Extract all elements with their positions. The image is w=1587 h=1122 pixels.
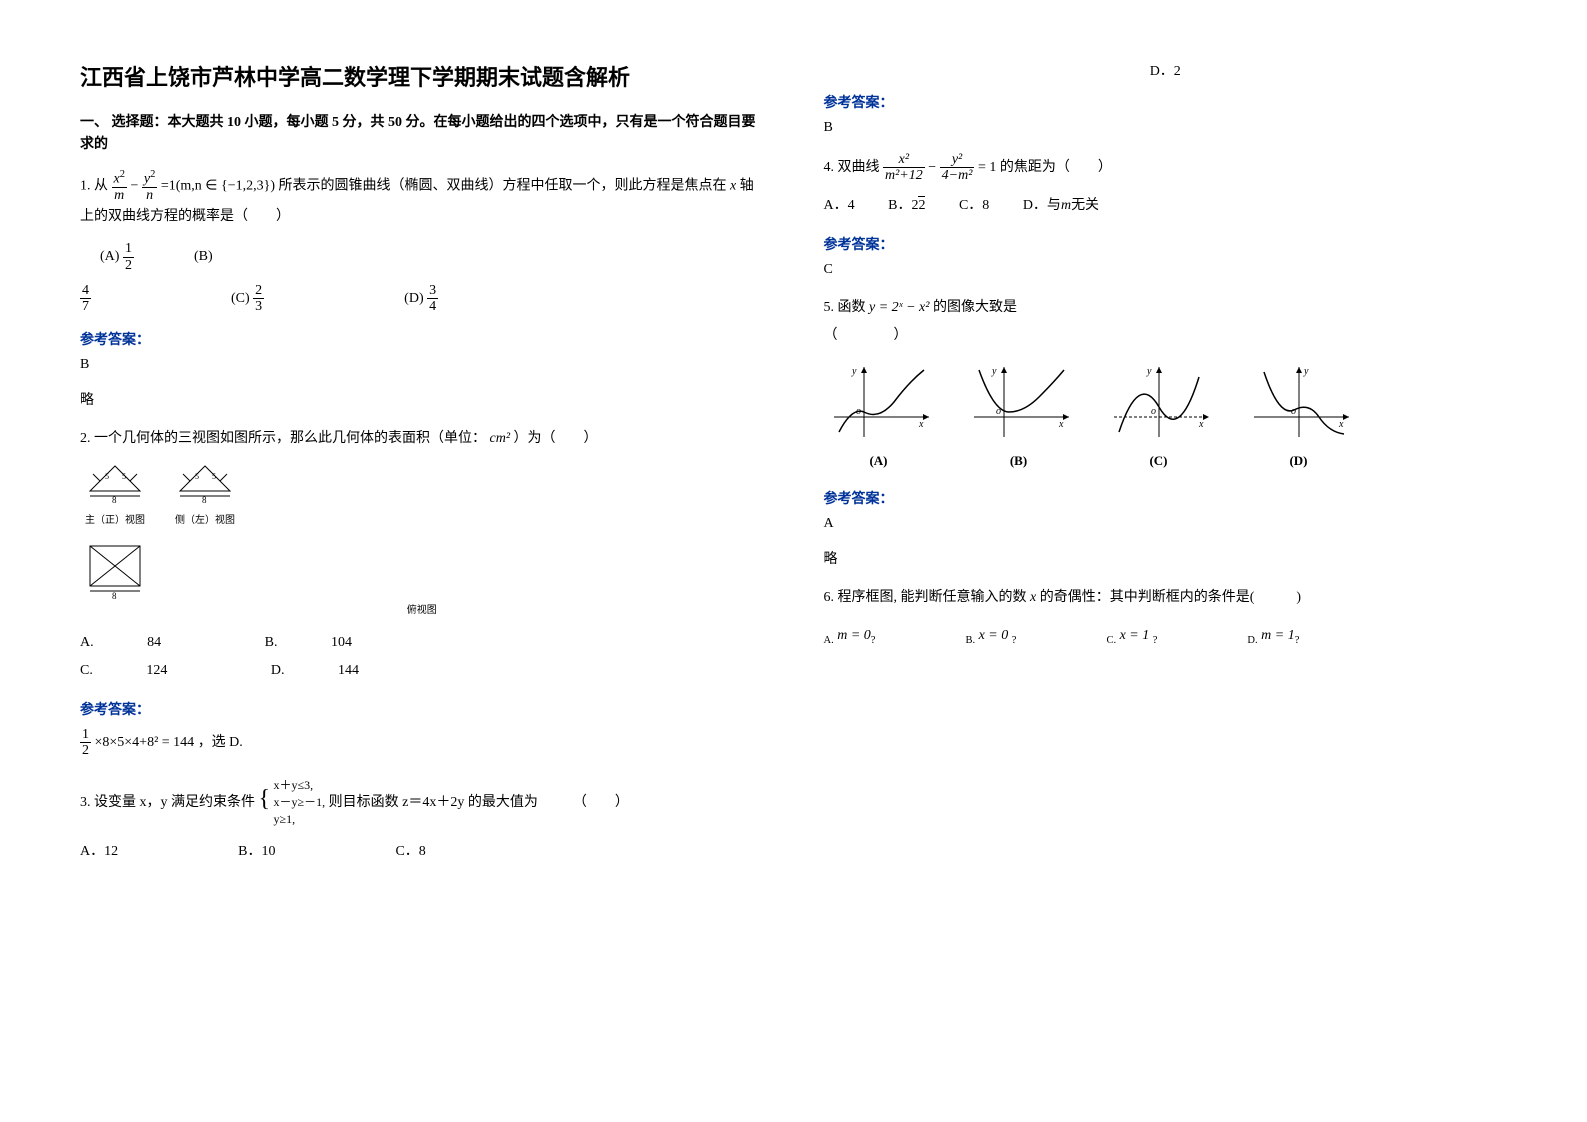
q2-options-2: C. 124 D. 144 — [80, 657, 764, 685]
svg-text:5: 5 — [105, 472, 109, 481]
svg-text:o: o — [856, 406, 861, 417]
question-5: 5. 函数 y = 2ˣ − x² 的图像大致是 （ ） o x y (A) — [824, 294, 1508, 474]
q4-answer: C — [824, 262, 1508, 278]
svg-text:8: 8 — [112, 495, 117, 505]
svg-text:y: y — [1146, 366, 1152, 377]
q1-answer: B — [80, 357, 764, 373]
front-view: 5 5 8 主（正）视图 — [80, 461, 150, 531]
q5-graphs: o x y (A) o x y (B) — [824, 362, 1508, 474]
svg-text:y: y — [991, 366, 997, 377]
q4-prefix: 4. 双曲线 — [824, 160, 880, 175]
answer-label-3: 参考答案： — [824, 92, 1508, 112]
svg-text:y: y — [851, 366, 857, 377]
q5-tail: 的图像大致是 — [933, 300, 1017, 315]
svg-text:o: o — [996, 406, 1001, 417]
q6-prefix: 6. 程序框图, 能判断任意输入的数 — [824, 590, 1027, 605]
svg-text:8: 8 — [202, 495, 207, 505]
q5-prefix: 5. 函数 — [824, 300, 866, 315]
q1-options-row2: 47 (C) 23 (D) 34 — [80, 283, 764, 315]
svg-text:5: 5 — [212, 472, 216, 481]
q4-options: A．4 B．22 C．8 D．与m无关 — [824, 192, 1508, 220]
right-column: D．2 参考答案： B 4. 双曲线 x² m²+12 − y² 4−m² = … — [824, 60, 1508, 1062]
q3-conditions: x＋y≤3, x－y≥－1, y≥1, — [274, 777, 326, 827]
q1-axis: x — [730, 178, 736, 193]
svg-text:5: 5 — [195, 472, 199, 481]
side-view-svg: 5 5 8 — [170, 461, 240, 511]
question-4: 4. 双曲线 x² m²+12 − y² 4−m² = 1 的焦距为（ ） A．… — [824, 152, 1508, 220]
q4-frac2: y² 4−m² — [940, 152, 975, 184]
page-title: 江西省上饶市芦林中学高二数学理下学期期末试题含解析 — [80, 60, 764, 92]
answer-label: 参考答案： — [80, 329, 764, 349]
q1-answer2: 略 — [80, 389, 764, 409]
svg-text:5: 5 — [122, 472, 126, 481]
q3-options: A．12 B．10 C．8 — [80, 838, 764, 866]
q2-text2: ）为（ ） — [514, 431, 598, 446]
q5-answer: A — [824, 516, 1508, 532]
graph-d: o x y (D) — [1244, 362, 1354, 474]
q6-mid: 的奇偶性：其中判断框内的条件是( ) — [1040, 590, 1301, 605]
front-view-svg: 5 5 8 — [80, 461, 150, 511]
q4-frac1: x² m²+12 — [883, 152, 925, 184]
q3-prefix: 3. 设变量 x，y 满足约束条件 — [80, 795, 255, 810]
q2-answer: 12 ×8×5×4+8² = 144 ，选 D. — [80, 727, 764, 759]
svg-text:x: x — [1338, 419, 1344, 430]
q6-x: x — [1030, 590, 1036, 605]
q2-text: 2. 一个几何体的三视图如图所示，那么此几何体的表面积（单位： — [80, 431, 486, 446]
section-heading: 一、 选择题：本大题共 10 小题，每小题 5 分，共 50 分。在每小题给出的… — [80, 112, 764, 157]
svg-text:x: x — [918, 419, 924, 430]
answer-label-5: 参考答案： — [824, 488, 1508, 508]
q4-tail: 的焦距为（ ） — [1000, 160, 1112, 175]
q3-optD: D．2 — [824, 60, 1508, 80]
brace-icon: { — [259, 786, 271, 812]
q3-tail: 则目标函数 z＝4x＋2y 的最大值为 （ ） — [329, 795, 629, 810]
q1-prefix: 1. 从 — [80, 178, 108, 193]
question-1: 1. 从 x2 m − y2 n =1(m,n ∈ {−1,2,3}) 所表示的… — [80, 169, 764, 315]
q1-rhs: =1(m,n ∈ {−1,2,3}) — [161, 178, 275, 193]
q1-options: (A) 12 (B) — [100, 241, 764, 273]
top-view: 8 俯视图 — [80, 541, 764, 621]
question-6: 6. 程序框图, 能判断任意输入的数 x 的奇偶性：其中判断框内的条件是( ) … — [824, 584, 1508, 651]
left-column: 江西省上饶市芦林中学高二数学理下学期期末试题含解析 一、 选择题：本大题共 10… — [80, 60, 764, 1062]
top-view-svg: 8 — [80, 541, 150, 601]
answer-label-2: 参考答案： — [80, 699, 764, 719]
svg-text:y: y — [1303, 366, 1309, 377]
svg-text:x: x — [1198, 419, 1204, 430]
q5-paren: （ ） — [824, 328, 908, 343]
q1-frac1: x2 m — [112, 169, 127, 203]
graph-a: o x y (A) — [824, 362, 934, 474]
q1-frac2: y2 n — [142, 169, 157, 203]
q1-optA-label: (A) — [100, 249, 119, 264]
q2-unit: cm² — [490, 431, 511, 446]
question-2: 2. 一个几何体的三视图如图所示，那么此几何体的表面积（单位： cm² ）为（ … — [80, 425, 764, 685]
q1-text1: 所表示的圆锥曲线（椭圆、双曲线）方程中任取一个，则此方程是焦点在 — [278, 178, 726, 193]
svg-text:o: o — [1151, 406, 1156, 417]
question-3: 3. 设变量 x，y 满足约束条件 { x＋y≤3, x－y≥－1, y≥1, … — [80, 775, 764, 866]
graph-c: o x y (C) — [1104, 362, 1214, 474]
q5-eq: y = 2ˣ − x² — [869, 300, 929, 315]
q2-options: A. 84 B. 104 — [80, 629, 764, 657]
answer-label-4: 参考答案： — [824, 234, 1508, 254]
q6-options: A. m = 0? B. x = 0 ? C. x = 1 ? D. m = 1… — [824, 622, 1508, 651]
side-view: 5 5 8 侧（左）视图 — [170, 461, 240, 531]
q5-answer2: 略 — [824, 548, 1508, 568]
q1-optB-label: (B) — [194, 249, 213, 264]
svg-text:o: o — [1291, 406, 1296, 417]
svg-text:x: x — [1058, 419, 1064, 430]
q1-optD-label: (D) — [404, 291, 423, 306]
graph-b: o x y (B) — [964, 362, 1074, 474]
q3-answer: B — [824, 120, 1508, 136]
three-views: 5 5 8 主（正）视图 5 5 8 — [80, 461, 764, 621]
svg-text:8: 8 — [112, 591, 117, 601]
q1-optC-label: (C) — [231, 291, 250, 306]
